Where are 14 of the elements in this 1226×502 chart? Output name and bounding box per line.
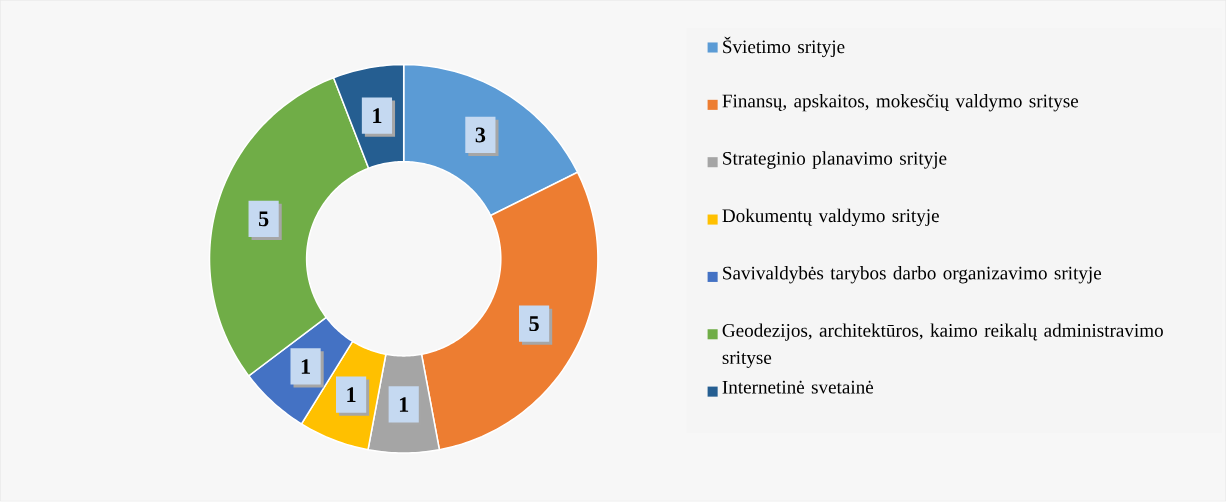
data-label: 1 <box>301 359 310 374</box>
legend-label: Geodezijos, architektūros, kaimo reikalų administravimo srityse <box>722 323 1163 369</box>
legend-label: Dokumentų valdymo srityje <box>722 208 939 227</box>
legend-label: Švietimo srityje <box>723 36 845 58</box>
data-label: 1 <box>347 387 356 403</box>
data-label: 5 <box>529 316 539 332</box>
data-label: 1 <box>399 397 409 413</box>
legend-label: Savivaldybės tarybos darbo organizavimo srityje <box>723 266 1102 284</box>
legend-label: Internetinė svetainė <box>722 381 874 394</box>
legend-label: Finansų, apskaitos, mokesčių valdymo srityse <box>722 94 1079 112</box>
data-label: 3 <box>475 127 486 143</box>
data-label: 5 <box>258 211 269 227</box>
data-label: 1 <box>373 108 382 124</box>
legend-label: Strateginio planavimo srityje <box>723 151 947 169</box>
